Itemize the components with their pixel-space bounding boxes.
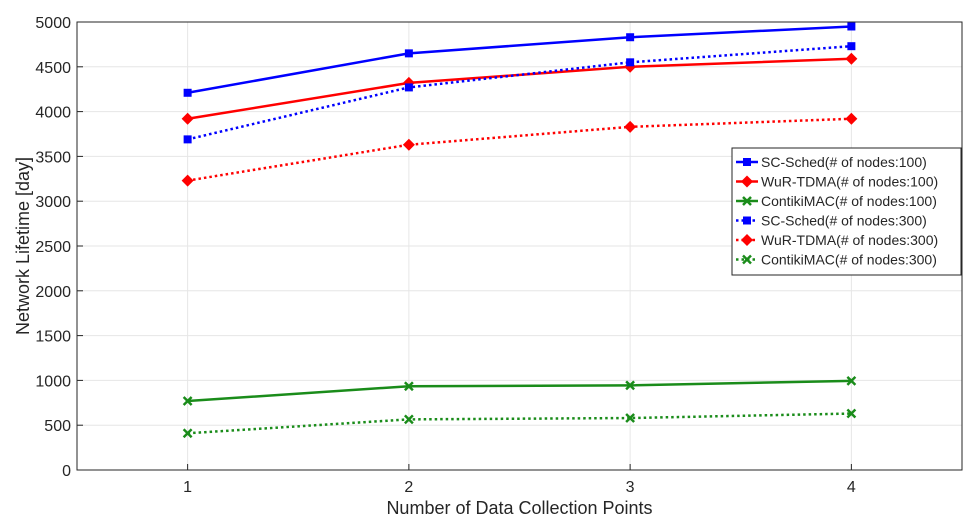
series-line [187,379,852,403]
data-point [847,42,856,51]
y-tick-label: 1000 [35,373,71,390]
data-point [625,413,636,423]
y-tick-label: 4000 [35,105,71,122]
data-point [403,381,414,392]
legend-box [731,147,962,276]
y-tick-label: 5000 [35,15,71,32]
legend-marker [742,254,752,265]
series-SC-Sched(# of nodes:100) [183,22,856,97]
y-tick-label: 4500 [35,60,71,77]
y-tick-label: 500 [44,418,71,435]
data-point [182,396,193,406]
legend-marker [741,175,753,188]
x-tick-label: 2 [404,479,413,496]
legend-marker [743,158,751,166]
series-ContikiMAC(# of nodes:100) [182,375,857,406]
data-point [404,83,413,92]
series-line [187,25,852,95]
legend-marker [741,234,753,246]
legend-label: ContikiMAC(# of nodes:100) [761,193,937,209]
y-ticks: 0 500 1000 1500 2000 2500 3000 3500 4000 4500 5000 [35,15,83,480]
x-tick-label: 1 [183,479,192,496]
legend-item: SC-Sched(# of nodes:300) [736,213,927,229]
data-point [182,428,193,439]
data-point [404,49,413,58]
series-line [187,117,852,182]
data-point [626,33,635,42]
x-tick-label: 4 [847,479,856,496]
y-tick-label: 2500 [35,239,71,256]
series-line [187,412,852,435]
data-point [183,88,192,97]
legend-label: SC-Sched(# of nodes:300) [761,213,927,229]
legend-label: WuR-TDMA(# of nodes:300) [761,232,938,248]
legend-item: ContikiMAC(# of nodes:300) [736,252,937,268]
x-axis-label: Number of Data Collection Points [386,498,652,518]
data-point [846,408,857,419]
series-SC-Sched(# of nodes:300) [183,42,856,144]
series-line [187,44,852,141]
legend-label: WuR-TDMA(# of nodes:100) [761,174,938,190]
data-point [181,112,194,125]
data-point [402,138,415,151]
data-point [846,375,857,386]
legend-item: ContikiMAC(# of nodes:100) [736,193,937,209]
legend-marker [743,216,751,225]
data-point [847,22,856,31]
data-point [624,120,637,133]
y-tick-label: 2000 [35,284,71,301]
legend-label: SC-Sched(# of nodes:100) [761,154,927,170]
y-tick-label: 3000 [35,194,71,211]
x-ticks: 1 2 3 4 [183,464,856,496]
data-point [183,135,192,144]
y-tick-label: 3500 [35,149,71,166]
legend-item: SC-Sched(# of nodes:100) [736,154,927,170]
data-point [626,58,635,67]
data-point [181,174,194,187]
x-tick-label: 3 [626,479,635,496]
series-layer [181,22,858,439]
y-tick-label: 0 [62,463,71,480]
legend-marker [742,196,752,206]
series-ContikiMAC(# of nodes:300) [182,408,857,439]
data-point [624,60,637,73]
data-point [845,112,858,125]
y-tick-label: 1500 [35,329,71,346]
series-WuR-TDMA(# of nodes:300) [181,112,858,187]
data-point [845,52,858,65]
legend-label: ContikiMAC(# of nodes:300) [761,252,937,268]
legend: SC-Sched(# of nodes:100) WuR-TDMA(# of no… [731,147,962,276]
data-point [625,380,636,391]
data-point [403,414,414,425]
series-line [187,57,852,121]
legend-item: WuR-TDMA(# of nodes:300) [736,232,938,248]
y-axis-label: Network Lifetime [day] [13,157,33,335]
series-WuR-TDMA(# of nodes:100) [181,52,858,125]
legend-item: WuR-TDMA(# of nodes:100) [736,174,938,190]
